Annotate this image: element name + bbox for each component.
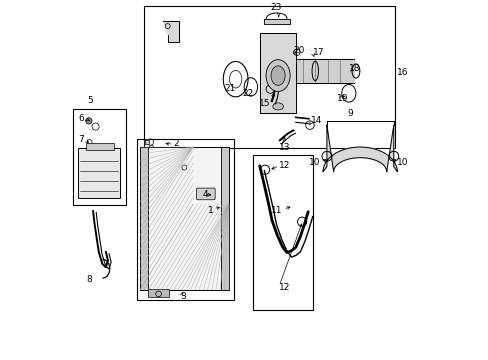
Text: 16: 16 <box>396 68 407 77</box>
Ellipse shape <box>270 66 285 85</box>
Bar <box>73 109 126 205</box>
Polygon shape <box>323 125 397 172</box>
Text: 11: 11 <box>271 206 282 215</box>
Text: 1: 1 <box>207 206 213 215</box>
Bar <box>140 147 228 290</box>
Text: 12: 12 <box>278 283 289 292</box>
Polygon shape <box>260 33 295 113</box>
Text: 8: 8 <box>86 275 92 284</box>
Text: 2: 2 <box>173 139 178 148</box>
Text: 6: 6 <box>78 114 84 123</box>
Text: 23: 23 <box>270 3 281 12</box>
Ellipse shape <box>265 60 289 91</box>
Text: 20: 20 <box>293 46 304 55</box>
Text: 7: 7 <box>78 135 84 144</box>
Text: 13: 13 <box>279 143 290 152</box>
Bar <box>221 147 228 290</box>
Text: 17: 17 <box>312 48 324 57</box>
Text: 9: 9 <box>347 109 353 118</box>
Bar <box>78 148 120 198</box>
Bar <box>143 5 394 148</box>
Text: 18: 18 <box>348 64 360 73</box>
Bar <box>86 143 114 149</box>
Polygon shape <box>295 59 353 84</box>
Text: 14: 14 <box>310 116 322 125</box>
Text: 15: 15 <box>258 99 269 108</box>
Text: 10: 10 <box>308 158 320 167</box>
Polygon shape <box>144 140 149 144</box>
Circle shape <box>85 118 92 124</box>
Polygon shape <box>264 19 289 24</box>
Text: 3: 3 <box>180 292 185 301</box>
Text: 4: 4 <box>203 190 208 199</box>
Text: 10: 10 <box>397 158 408 167</box>
Polygon shape <box>163 21 179 42</box>
Text: 12: 12 <box>278 161 289 170</box>
Text: 5: 5 <box>87 96 93 105</box>
Bar <box>252 155 313 310</box>
Bar <box>140 147 147 290</box>
FancyBboxPatch shape <box>196 188 215 200</box>
Bar <box>136 139 233 300</box>
Text: 22: 22 <box>242 89 253 98</box>
Bar <box>147 289 169 297</box>
Ellipse shape <box>272 103 283 110</box>
Text: 21: 21 <box>224 84 235 93</box>
Text: 19: 19 <box>337 94 348 103</box>
